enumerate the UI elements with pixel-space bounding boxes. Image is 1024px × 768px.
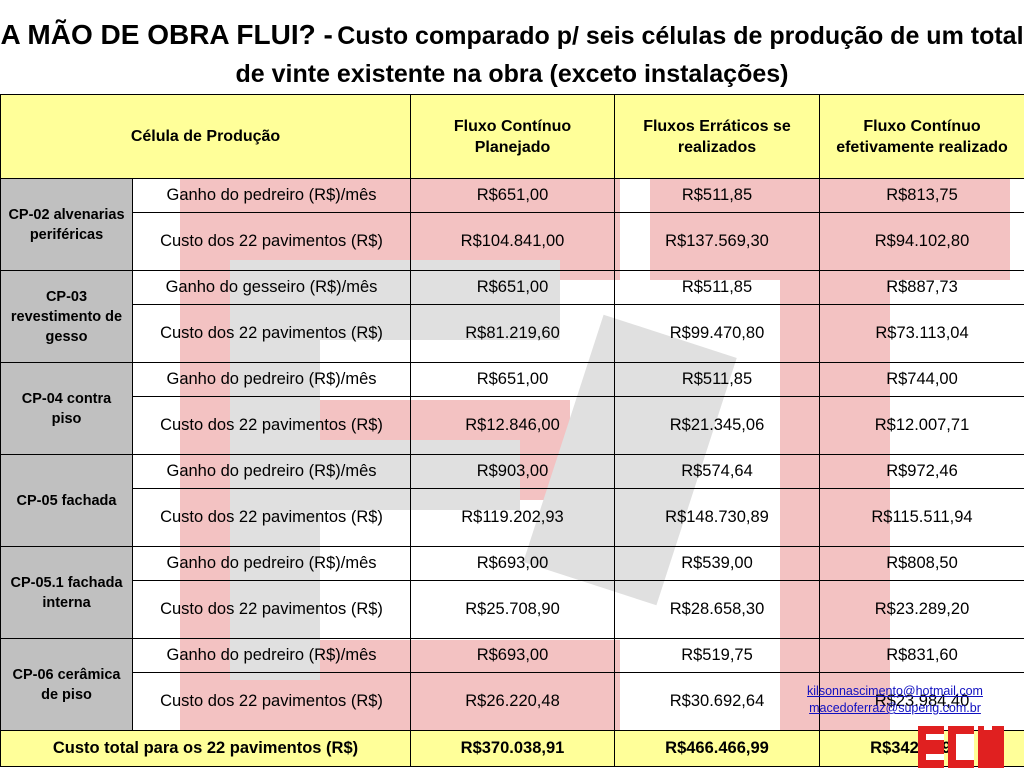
metric-label: Ganho do gesseiro (R$)/mês: [132, 270, 411, 305]
metric-label: Ganho do pedreiro (R$)/mês: [132, 454, 411, 489]
table-row: Custo dos 22 pavimentos (R$) R$104.841,0…: [1, 212, 1024, 271]
header-effective: Fluxo Contínuo efetivamente realizado: [819, 94, 1024, 179]
table-row: Custo dos 22 pavimentos (R$) R$25.708,90…: [1, 580, 1024, 639]
page-title: A MÃO DE OBRA FLUI? - Custo comparado p/…: [0, 18, 1024, 95]
table-row: CP-05.1 fachada interna Ganho do pedreir…: [0, 546, 1024, 639]
eci-logo-icon: [918, 726, 1004, 768]
metric-label: Ganho do pedreiro (R$)/mês: [132, 546, 411, 581]
value-erratic: R$519,75: [614, 638, 820, 673]
value-erratic: R$511,85: [614, 362, 820, 397]
value-effective: R$744,00: [819, 362, 1024, 397]
title-bold: A MÃO DE OBRA FLUI? -: [0, 19, 333, 50]
value-planned: R$119.202,93: [410, 488, 615, 547]
value-effective: R$12.007,71: [819, 396, 1024, 455]
cost-comparison-table: Célula de Produção Fluxo Contínuo Planej…: [0, 94, 1024, 767]
email-link-2[interactable]: macedoferraz@superig.com.br: [809, 701, 981, 715]
metric-label: Custo dos 22 pavimentos (R$): [132, 580, 411, 639]
value-erratic: R$28.658,30: [614, 580, 820, 639]
value-planned: R$104.841,00: [410, 212, 615, 271]
metric-label: Custo dos 22 pavimentos (R$): [132, 212, 411, 271]
metric-label: Ganho do pedreiro (R$)/mês: [132, 638, 411, 673]
table-row: CP-06 cerâmica de piso Ganho do pedreiro…: [0, 638, 1024, 731]
value-erratic: R$511,85: [614, 178, 820, 213]
value-effective: R$831,60: [819, 638, 1024, 673]
contact-emails: kilsonnascimento@hotmail.com macedoferra…: [780, 683, 1010, 717]
value-effective: R$94.102,80: [819, 212, 1024, 271]
table-row: CP-05 fachada Ganho do pedreiro (R$)/mês…: [0, 454, 1024, 547]
value-planned: R$651,00: [410, 362, 615, 397]
value-erratic: R$148.730,89: [614, 488, 820, 547]
table-row: Custo dos 22 pavimentos (R$) R$81.219,60…: [1, 304, 1024, 363]
metric-label: Ganho do pedreiro (R$)/mês: [132, 178, 411, 213]
table-header-row: Célula de Produção Fluxo Contínuo Planej…: [0, 94, 1024, 179]
cell-label: CP-02 alvenarias periféricas: [0, 178, 133, 271]
metric-label: Ganho do pedreiro (R$)/mês: [132, 362, 411, 397]
value-erratic: R$574,64: [614, 454, 820, 489]
header-erratic: Fluxos Erráticos se realizados: [614, 94, 820, 179]
table-row: CP-03 revestimento de gesso Ganho do ges…: [0, 270, 1024, 363]
value-erratic: R$21.345,06: [614, 396, 820, 455]
value-planned: R$693,00: [410, 546, 615, 581]
header-planned: Fluxo Contínuo Planejado: [410, 94, 615, 179]
value-planned: R$693,00: [410, 638, 615, 673]
value-erratic: R$99.470,80: [614, 304, 820, 363]
value-effective: R$73.113,04: [819, 304, 1024, 363]
header-cell-production: Célula de Produção: [0, 94, 411, 179]
value-erratic: R$137.569,30: [614, 212, 820, 271]
email-link-1[interactable]: kilsonnascimento@hotmail.com: [807, 684, 983, 698]
table-row: CP-04 contra piso Ganho do pedreiro (R$)…: [0, 362, 1024, 455]
table-row: Custo dos 22 pavimentos (R$) R$119.202,9…: [1, 488, 1024, 547]
table-row: CP-02 alvenarias periféricas Ganho do pe…: [0, 178, 1024, 271]
total-row: Custo total para os 22 pavimentos (R$) R…: [0, 730, 1024, 767]
total-erratic: R$466.466,99: [614, 730, 820, 767]
value-planned: R$651,00: [410, 178, 615, 213]
metric-label: Custo dos 22 pavimentos (R$): [132, 488, 411, 547]
total-label: Custo total para os 22 pavimentos (R$): [0, 730, 411, 767]
cell-label: CP-06 cerâmica de piso: [0, 638, 133, 731]
value-planned: R$651,00: [410, 270, 615, 305]
value-planned: R$12.846,00: [410, 396, 615, 455]
value-erratic: R$511,85: [614, 270, 820, 305]
value-effective: R$23.289,20: [819, 580, 1024, 639]
value-planned: R$26.220,48: [410, 672, 615, 731]
value-effective: R$887,73: [819, 270, 1024, 305]
cell-label: CP-05.1 fachada interna: [0, 546, 133, 639]
value-planned: R$903,00: [410, 454, 615, 489]
cell-label: CP-05 fachada: [0, 454, 133, 547]
total-planned: R$370.038,91: [410, 730, 615, 767]
cell-label: CP-03 revestimento de gesso: [0, 270, 133, 363]
value-effective: R$972,46: [819, 454, 1024, 489]
title-rest: Custo comparado p/ seis células de produ…: [235, 22, 1024, 88]
value-planned: R$25.708,90: [410, 580, 615, 639]
value-effective: R$808,50: [819, 546, 1024, 581]
metric-label: Custo dos 22 pavimentos (R$): [132, 396, 411, 455]
cell-label: CP-04 contra piso: [0, 362, 133, 455]
value-effective: R$813,75: [819, 178, 1024, 213]
value-planned: R$81.219,60: [410, 304, 615, 363]
value-erratic: R$539,00: [614, 546, 820, 581]
table-row: Custo dos 22 pavimentos (R$) R$12.846,00…: [1, 396, 1024, 455]
metric-label: Custo dos 22 pavimentos (R$): [132, 304, 411, 363]
value-effective: R$115.511,94: [819, 488, 1024, 547]
metric-label: Custo dos 22 pavimentos (R$): [132, 672, 411, 731]
